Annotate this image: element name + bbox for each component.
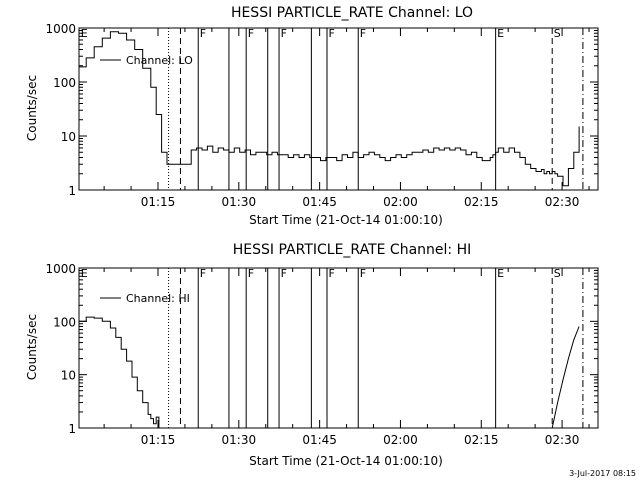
x-tick-label: 01:30 [222,195,257,209]
x-tick-label: 01:45 [302,195,337,209]
flag-label: F [200,267,206,280]
x-tick-label: 01:30 [222,433,257,447]
x-tick-label: 01:15 [141,433,176,447]
flag-label: F [329,27,335,40]
flag-label: S [554,267,561,280]
chart-title: HESSI PARTICLE_RATE Channel: LO [231,5,473,21]
series-line [79,31,580,187]
flag-label: F [248,27,254,40]
flag-label: E [497,27,504,40]
flag-label: F [248,267,254,280]
flag-label: F [281,27,287,40]
y-axis-label: Counts/sec [25,314,39,380]
y-tick-label: 1 [68,422,76,436]
chart-marks-hi: 1 10 100 1000 01:15 01:30 01:45 02:00 02:15 02:30… [45,262,599,447]
x-tick-label: 02:30 [545,195,580,209]
y-axis-label: Counts/sec [25,75,39,141]
y-tick-label: 100 [53,76,76,90]
flag-label: F [281,267,287,280]
plot-frame [78,27,599,191]
chart-title: HESSI PARTICLE_RATE Channel: HI [233,242,471,258]
y-tick-label: 1000 [45,262,76,276]
series-line [551,326,580,429]
x-tick-label: 02:00 [383,433,418,447]
x-axis-label: Start Time (21-Oct-14 01:00:10) [249,454,443,468]
y-tick-label: 100 [53,315,76,329]
flag-label: E [81,27,88,40]
flag-label: S [554,27,561,40]
x-tick-label: 02:00 [383,195,418,209]
x-tick-label: 02:15 [464,433,499,447]
legend-label: Channel: HI [126,292,190,305]
x-tick-label: 01:45 [302,433,337,447]
y-tick-label: 1000 [45,22,76,36]
y-tick-label: 1 [68,184,76,198]
flag-label: F [360,27,366,40]
x-tick-label: 02:15 [464,195,499,209]
flag-label: E [497,267,504,280]
flag-label: F [200,27,206,40]
chart-marks-lo: 1 10 100 1000 01:15 01:30 01:45 02:00 02:15 02:30… [45,22,599,209]
x-tick-label: 01:15 [141,195,176,209]
flag-label: F [329,267,335,280]
flag-label: E [81,267,88,280]
flag-label: F [360,267,366,280]
x-tick-label: 02:30 [545,433,580,447]
legend-label: Channel: LO [126,54,193,67]
x-axis-label: Start Time (21-Oct-14 01:00:10) [249,213,443,227]
plot-frame [78,267,599,429]
y-tick-label: 10 [61,130,76,144]
y-tick-label: 10 [61,369,76,383]
series-line [79,316,160,428]
footer-date: 3-Jul-2017 08:15 [569,469,636,478]
